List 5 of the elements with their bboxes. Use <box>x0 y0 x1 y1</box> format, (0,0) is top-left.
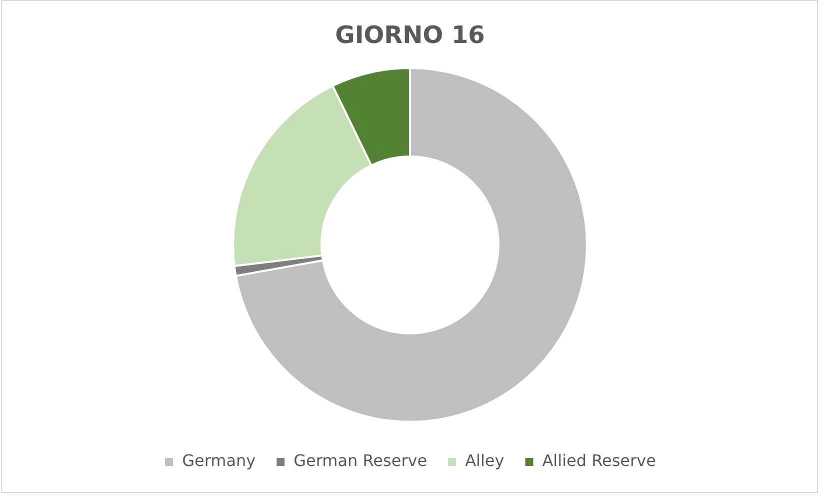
legend-label: German Reserve <box>294 451 428 470</box>
chart-title: GIORNO 16 <box>335 21 485 50</box>
legend-label: Allied Reserve <box>542 451 656 470</box>
legend-label: Germany <box>182 451 256 470</box>
legend-label: Alley <box>465 451 504 470</box>
